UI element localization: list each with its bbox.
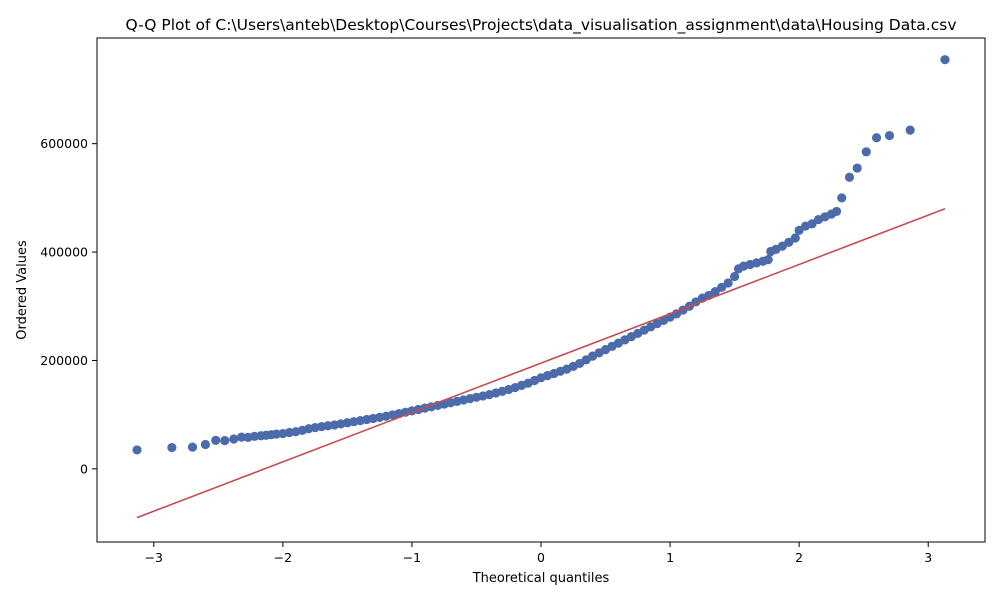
data-point-103 [837, 193, 847, 203]
data-point-105 [852, 163, 862, 173]
data-point-108 [884, 130, 895, 141]
x-tick-label: 1 [666, 550, 674, 565]
chart-title: Q-Q Plot of C:\Users\anteb\Desktop\Cours… [125, 16, 956, 35]
data-point-96 [794, 225, 804, 235]
x-tick-label: −1 [403, 550, 421, 565]
data-point-95 [790, 233, 800, 243]
plot-area [132, 55, 950, 519]
data-point-110 [940, 55, 950, 65]
data-point-98 [807, 219, 817, 229]
data-point-104 [844, 172, 855, 182]
data-point-82 [717, 282, 727, 292]
y-tick-label: 0 [80, 461, 88, 476]
data-point-5 [220, 436, 230, 446]
data-point-102 [831, 206, 842, 217]
data-point-4 [211, 435, 221, 445]
y-tick-label: 400000 [40, 245, 88, 260]
x-axis-label: Theoretical quantiles [472, 571, 610, 586]
data-point-106 [861, 147, 871, 157]
y-axis: 0 200000 400000 600000 [40, 136, 97, 476]
x-tick-label: 3 [924, 550, 932, 565]
data-point-84 [730, 271, 740, 282]
y-axis-label: Ordered Values [15, 240, 30, 340]
data-point-6 [229, 434, 239, 444]
data-point-83 [723, 278, 733, 288]
data-point-1 [167, 442, 177, 453]
x-tick-label: −2 [274, 550, 292, 565]
x-tick-label: 2 [795, 550, 803, 565]
y-tick-label: 200000 [40, 353, 88, 368]
x-tick-label: −3 [145, 550, 163, 565]
y-tick-label: 600000 [40, 136, 88, 151]
data-point-2 [187, 442, 198, 452]
data-point-7 [236, 432, 247, 442]
x-tick-label: 0 [537, 550, 545, 565]
data-point-90 [763, 255, 773, 265]
data-point-109 [905, 125, 915, 135]
reference-line [136, 207, 946, 519]
data-point-0 [132, 445, 142, 455]
x-axis: −3 −2 −1 0 1 2 3 [145, 542, 932, 565]
data-point-107 [871, 133, 882, 143]
data-point-81 [710, 287, 720, 297]
data-point-94 [784, 237, 794, 247]
data-point-3 [200, 439, 211, 450]
